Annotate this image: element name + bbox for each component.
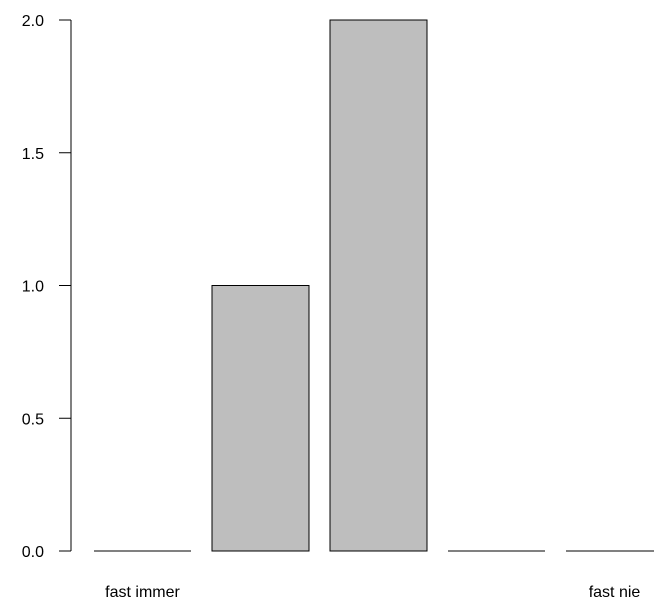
y-tick-label: 1.0 <box>22 279 44 296</box>
y-tick-label: 0.0 <box>22 544 44 561</box>
x-category-label: fast immer <box>105 584 180 601</box>
bar <box>211 285 310 552</box>
y-axis: 0.0 0.5 1.0 1.5 2.0 <box>22 13 72 561</box>
x-axis-labels: fast immer fast nie <box>105 584 640 601</box>
bars <box>94 19 654 552</box>
y-tick-label: 0.5 <box>22 411 44 428</box>
x-category-label: fast nie <box>589 584 641 601</box>
y-tick-label: 1.5 <box>22 146 44 163</box>
bar <box>329 19 428 552</box>
y-tick-label: 2.0 <box>22 13 44 30</box>
